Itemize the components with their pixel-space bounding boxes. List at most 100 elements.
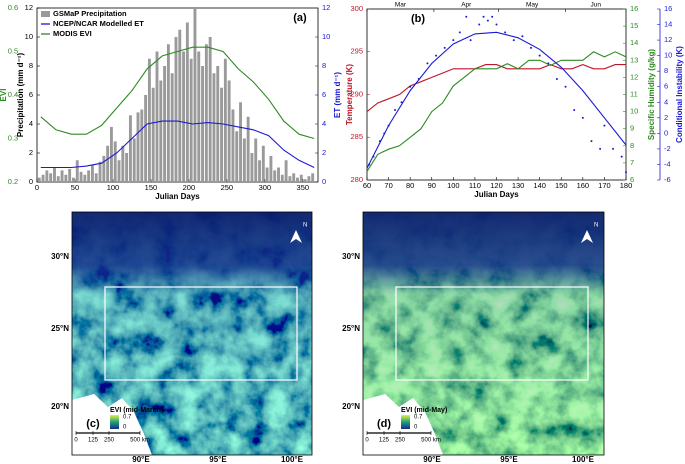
lon-label: 90°E [132, 455, 150, 464]
bar [277, 167, 280, 182]
north-label: N [594, 223, 598, 229]
scale-label: 500 km [130, 438, 150, 444]
month-label: Apr [461, 2, 472, 9]
bar [94, 173, 98, 182]
y-tick-label: 2 [664, 113, 668, 122]
y-tick-label: 0.6 [8, 3, 18, 12]
point [590, 140, 593, 143]
x-tick-label: 100 [447, 181, 460, 190]
bar [102, 155, 106, 182]
bar [72, 177, 75, 182]
bar [189, 58, 193, 182]
lat-label: 20°N [51, 402, 69, 411]
study-area [104, 286, 298, 381]
x-tick-label: 130 [512, 181, 525, 190]
y-tick-label: 10 [630, 107, 638, 116]
panel-label: (a) [293, 12, 307, 24]
y-axis-label: Temperature (K) [345, 64, 354, 126]
bar [106, 145, 110, 182]
y-axis-label: ET (mm d⁻¹) [333, 72, 342, 118]
y-axis-label: Conditional Instability (K) [675, 46, 684, 143]
point [482, 15, 485, 18]
point [512, 39, 515, 42]
colorbar-label: 0 [414, 425, 418, 431]
y-tick-label: 15 [630, 21, 638, 30]
bar [68, 168, 72, 182]
point [394, 109, 397, 112]
point [495, 23, 498, 26]
y-tick-label: 2 [322, 148, 326, 157]
study-area [395, 286, 589, 381]
bar [90, 164, 94, 182]
bar [147, 58, 151, 182]
colorbar-label: 0.7 [414, 415, 423, 421]
y-tick-label: 14 [630, 38, 638, 47]
bar [98, 161, 102, 182]
point [387, 124, 390, 127]
bar [250, 153, 254, 182]
line [366, 51, 627, 172]
bar [151, 87, 155, 182]
bar [49, 173, 53, 182]
bar [56, 176, 60, 182]
point [625, 171, 627, 174]
bar [292, 173, 296, 182]
north-arrow [581, 230, 593, 243]
x-tick-label: 60 [363, 181, 371, 190]
bar [37, 177, 41, 182]
y-tick-label: 0.3 [8, 133, 18, 142]
bar [288, 176, 292, 182]
bar [45, 170, 49, 182]
scale-label: 0 [365, 438, 369, 444]
y-tick-label: 4 [29, 119, 33, 128]
bar [204, 44, 208, 182]
colorbar [401, 415, 410, 429]
point [368, 163, 371, 166]
y-tick-label: 16 [630, 4, 638, 13]
y-tick-label: 10 [25, 32, 33, 41]
scale-label: 0 [74, 438, 78, 444]
y-tick-label: 6 [29, 90, 33, 99]
y-tick-label: 12 [664, 35, 672, 44]
y-tick-label: 6 [322, 90, 326, 99]
scale-label: 500 km [421, 438, 441, 444]
bar [303, 179, 307, 182]
y-tick-label: 0 [322, 177, 326, 186]
lat-label: 30°N [342, 252, 360, 261]
bar [64, 174, 68, 182]
point [555, 77, 558, 80]
x-tick-label: 180 [620, 181, 633, 190]
y-tick-label: 11 [630, 89, 638, 98]
point [417, 77, 420, 80]
bar [166, 44, 170, 182]
bar [223, 58, 227, 182]
bar [307, 176, 311, 182]
y-tick-label: 13 [630, 55, 638, 64]
lon-label: 90°E [423, 455, 441, 464]
point [443, 46, 446, 49]
bar [182, 51, 186, 182]
colorbar-label: 0 [123, 425, 127, 431]
lat-label: 25°N [51, 324, 69, 333]
bar [83, 174, 87, 182]
y-tick-label: 8 [664, 66, 668, 75]
bar [235, 131, 239, 182]
bar [258, 160, 261, 182]
y-tick-label: 12 [25, 3, 33, 12]
map-title: EVI (mid-March) [110, 407, 163, 414]
plot-frame [366, 8, 627, 181]
point [383, 132, 386, 135]
point [409, 85, 412, 88]
point [469, 39, 472, 42]
bar [75, 160, 79, 182]
x-axis-label: Julian Days [155, 192, 200, 201]
x-tick-label: 120 [490, 181, 503, 190]
bar [185, 22, 189, 182]
bar [178, 29, 182, 182]
panel-label: (c) [86, 418, 100, 430]
legend-label: NCEP/NCAR Modelled ET [53, 19, 144, 28]
bar [174, 37, 178, 182]
point [486, 19, 489, 22]
bar [87, 170, 91, 182]
